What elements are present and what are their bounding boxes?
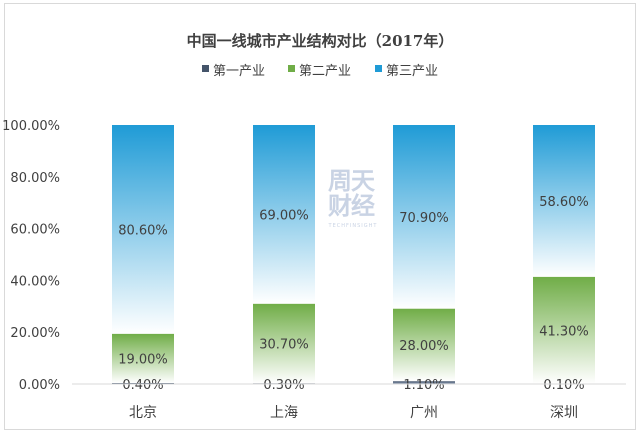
data-label-series-1: 1.10% [403,378,444,393]
bar-segment-2 [393,308,455,382]
y-tick-label: 0.00% [19,378,60,393]
data-label-series-2: 19.00% [118,352,168,367]
bar-segment-3 [533,125,595,277]
data-label-series-1: 0.30% [263,378,304,393]
data-label-series-2: 28.00% [399,339,449,354]
legend: 第一产业 第二产业 第三产业 [202,64,438,79]
bar-segment-2 [253,303,315,384]
x-category-label: 北京 [129,405,157,421]
bar-segment-1 [393,381,455,384]
legend-label-3: 第三产业 [386,64,438,79]
legend-swatch-2 [288,65,295,72]
bar-segment-3 [112,125,174,334]
legend-swatch-3 [375,65,382,72]
y-tick-label: 20.00% [10,326,60,341]
data-label-series-2: 41.30% [539,324,589,339]
data-labels: 0.40% 19.00% 80.60% 0.30% 30.70% 69.00% 1.10% 2… [118,195,589,393]
legend-label-2: 第二产业 [299,64,351,79]
y-tick-label: 80.00% [10,171,60,186]
y-tick-label: 60.00% [10,223,60,238]
bars [112,125,595,384]
watermark-sub-text: TECHFINSIGHT [328,223,378,229]
data-label-series-3: 58.60% [539,195,589,210]
data-label-series-1: 0.10% [543,378,584,393]
watermark-bottom-text: 财经 [328,192,375,220]
x-category-label: 深圳 [550,405,578,421]
watermark: 周天 财经 TECHFINSIGHT [328,167,378,229]
data-label-series-3: 80.60% [118,223,168,238]
x-axis: 北京 上海 广州 深圳 [129,405,578,421]
bar-segment-1 [112,382,174,384]
bar-segment-3 [393,125,455,309]
bar-segment-2 [533,276,595,384]
bar-segment-2 [112,333,174,383]
x-category-label: 上海 [270,405,298,421]
bar-segment-3 [253,125,315,304]
data-label-series-2: 30.70% [259,337,309,352]
data-label-series-3: 70.90% [399,211,449,226]
watermark-top-text: 周天 [328,167,375,195]
chart-frame [4,3,636,430]
chart-title: 中国一线城市产业结构对比（2017年） [187,32,454,50]
data-label-series-3: 69.00% [259,208,309,223]
y-tick-label: 100.00% [2,119,60,134]
legend-label-1: 第一产业 [213,64,265,79]
y-axis: 0.00% 20.00% 40.00% 60.00% 80.00% 100.00% [2,119,60,393]
x-category-label: 广州 [410,405,438,421]
data-label-series-1: 0.40% [122,378,163,393]
y-tick-label: 40.00% [10,274,60,289]
legend-swatch-1 [202,65,209,72]
